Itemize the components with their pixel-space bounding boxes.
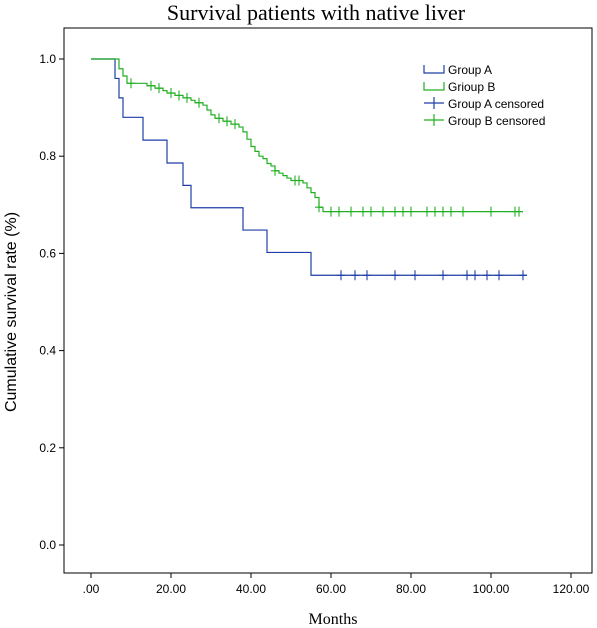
censored-mark-group-a: [519, 270, 527, 281]
legend-item: Group A censored: [424, 97, 544, 111]
censored-mark-grioup-b: [295, 175, 303, 186]
x-tick-label: 80.00: [396, 582, 426, 596]
series-grioup-b: [91, 58, 523, 217]
censored-mark-grioup-b: [347, 206, 355, 217]
censored-mark-grioup-b: [391, 206, 399, 217]
censored-mark-grioup-b: [423, 206, 431, 217]
censored-mark-grioup-b: [155, 83, 163, 94]
x-tick-label: .00: [83, 582, 100, 596]
y-tick-label: 1.0: [39, 52, 56, 66]
legend-item: Group A: [423, 63, 492, 77]
survival-step-line-group-a: [91, 58, 527, 276]
censored-mark-grioup-b: [167, 88, 175, 99]
censored-mark-grioup-b: [271, 165, 279, 176]
legend-label: Group B censored: [448, 114, 545, 128]
censored-mark-grioup-b: [359, 206, 367, 217]
legend: Group A Grioup B Group A censored Group B c…: [423, 63, 545, 128]
legend-label: Group A: [448, 63, 492, 77]
censored-mark-grioup-b: [231, 119, 239, 130]
legend-item: Grioup B: [423, 80, 495, 94]
censored-mark-grioup-b: [379, 206, 387, 217]
censored-mark-grioup-b: [407, 206, 415, 217]
censored-mark-grioup-b: [183, 92, 191, 103]
censored-mark-group-a: [483, 270, 491, 281]
x-axis-label: Months: [309, 611, 358, 628]
legend-censored-swatch: [424, 114, 444, 126]
censored-mark-group-a: [351, 270, 359, 281]
censored-mark-group-a: [411, 270, 419, 281]
legend-label: Grioup B: [448, 80, 495, 94]
x-tick-label: 20.00: [156, 582, 186, 596]
censored-mark-grioup-b: [195, 97, 203, 108]
legend-label: Group A censored: [448, 97, 544, 111]
censored-mark-grioup-b: [487, 206, 495, 217]
censored-mark-grioup-b: [431, 206, 439, 217]
series-group: [91, 58, 527, 281]
y-tick-label: 0.0: [39, 538, 56, 552]
censored-mark-grioup-b: [447, 206, 455, 217]
censored-mark-grioup-b: [175, 90, 183, 101]
series-group-a: [91, 58, 527, 281]
censored-mark-group-a: [391, 270, 399, 281]
legend-step-swatch: [423, 82, 445, 91]
censored-mark-grioup-b: [459, 206, 467, 217]
censored-mark-grioup-b: [223, 116, 231, 127]
legend-item: Group B censored: [424, 114, 545, 128]
censored-mark-grioup-b: [147, 80, 155, 91]
censored-mark-grioup-b: [327, 206, 335, 217]
chart-title: Survival patients with native liver: [167, 0, 466, 25]
plot-border: [63, 27, 593, 574]
censored-mark-group-a: [463, 270, 471, 281]
y-tick-label: 0.2: [39, 441, 56, 455]
censored-mark-group-a: [495, 270, 503, 281]
x-tick-label: 120.00: [553, 582, 590, 596]
x-tick-label: 40.00: [236, 582, 266, 596]
censored-mark-group-a: [363, 270, 371, 281]
y-tick-label: 0.6: [39, 246, 56, 260]
x-tick-label: 60.00: [316, 582, 346, 596]
censored-mark-group-a: [337, 270, 345, 281]
legend-step-swatch: [423, 65, 445, 74]
legend-censored-swatch: [424, 97, 444, 109]
censored-mark-grioup-b: [367, 206, 375, 217]
plot-frame: [63, 27, 593, 574]
censored-mark-grioup-b: [439, 206, 447, 217]
censored-mark-grioup-b: [127, 78, 135, 89]
axis-ticks: .00 20.00 40.00 60.00 80.00 100.00 120.00 0.0 0.…: [39, 52, 589, 596]
censored-mark-group-a: [439, 270, 447, 281]
y-axis-label: Cumulative survival rate (%): [3, 212, 20, 412]
censored-mark-grioup-b: [335, 206, 343, 217]
y-tick-label: 0.8: [39, 149, 56, 163]
y-tick-label: 0.4: [39, 344, 56, 358]
censored-mark-grioup-b: [215, 113, 223, 124]
censored-mark-grioup-b: [399, 206, 407, 217]
censored-mark-grioup-b: [315, 202, 323, 213]
x-tick-label: 100.00: [473, 582, 510, 596]
censored-mark-grioup-b: [515, 206, 523, 217]
censored-mark-group-a: [471, 270, 479, 281]
